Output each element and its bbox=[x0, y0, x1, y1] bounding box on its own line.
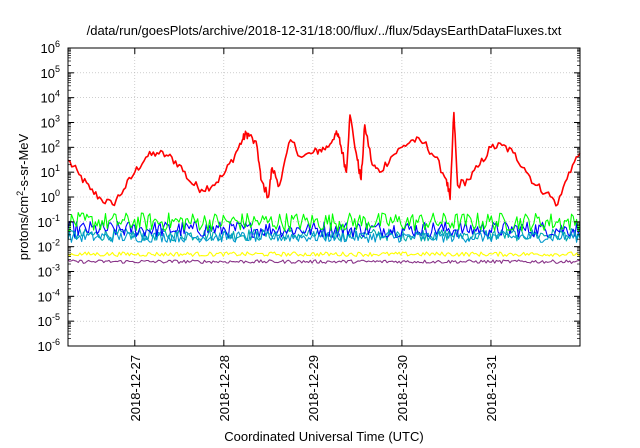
y-tick-exponent: -3 bbox=[52, 263, 60, 273]
y-tick-label: 103 bbox=[41, 114, 60, 131]
y-tick-exponent: -1 bbox=[52, 213, 60, 223]
y-tick-exponent: 2 bbox=[55, 138, 60, 148]
y-tick-base: 10 bbox=[41, 66, 55, 81]
y-tick-base: 10 bbox=[38, 289, 52, 304]
y-tick-base: 10 bbox=[38, 265, 52, 280]
y-tick-base: 10 bbox=[38, 314, 52, 329]
y-tick-exponent: -4 bbox=[52, 287, 60, 297]
grid-lines bbox=[68, 47, 580, 347]
series-line-6 bbox=[67, 259, 581, 264]
y-tick-base: 10 bbox=[41, 41, 55, 56]
y-tick-exponent: 3 bbox=[55, 114, 60, 124]
y-tick-base: 10 bbox=[41, 116, 55, 131]
y-tick-exponent: 0 bbox=[55, 188, 60, 198]
y-tick-exponent: -2 bbox=[52, 238, 60, 248]
y-tick-label: 10-5 bbox=[38, 312, 60, 329]
y-tick-label: 105 bbox=[41, 64, 60, 81]
y-tick-base: 10 bbox=[38, 215, 52, 230]
x-tick-label: 2018-12-30 bbox=[395, 355, 410, 422]
y-axis-title: protons/cm2-s-sr-MeV bbox=[15, 133, 31, 260]
y-tick-label: 106 bbox=[41, 39, 60, 56]
y-tick-exponent: -5 bbox=[52, 312, 60, 322]
y-tick-label: 10-3 bbox=[38, 263, 60, 280]
y-axis-ticks: 10-610-510-410-310-210-11001011021031041… bbox=[38, 39, 580, 354]
x-axis-ticks: 2018-12-27 2018-12-28 2018-12-29 2018-12-30… bbox=[128, 48, 499, 422]
y-tick-label: 10-4 bbox=[38, 287, 60, 304]
y-tick-exponent: 1 bbox=[55, 163, 60, 173]
data-series bbox=[67, 111, 581, 264]
x-tick-label: 2018-12-31 bbox=[484, 355, 499, 422]
y-tick-label: 101 bbox=[41, 163, 60, 180]
y-tick-base: 10 bbox=[41, 140, 55, 155]
y-axis-title-prefix: protons/cm bbox=[16, 196, 31, 260]
y-tick-label: 104 bbox=[41, 89, 60, 106]
x-axis-title: Coordinated Universal Time (UTC) bbox=[224, 429, 423, 444]
series-line-0 bbox=[67, 111, 581, 207]
y-axis-title-suffix: -s-sr-MeV bbox=[16, 133, 31, 190]
y-tick-base: 10 bbox=[41, 91, 55, 106]
y-tick-exponent: 4 bbox=[55, 89, 60, 99]
y-tick-exponent: 5 bbox=[55, 64, 60, 74]
x-tick-label: 2018-12-28 bbox=[217, 355, 232, 422]
x-tick-label: 2018-12-29 bbox=[306, 355, 321, 422]
y-tick-label: 10-6 bbox=[38, 337, 60, 354]
series-line-1 bbox=[67, 212, 581, 232]
y-tick-exponent: 6 bbox=[55, 39, 60, 49]
x-tick-label: 2018-12-27 bbox=[128, 355, 143, 422]
series-line-5 bbox=[67, 251, 581, 257]
series-line-2 bbox=[67, 220, 581, 238]
chart-title: /data/run/goesPlots/archive/2018-12-31/1… bbox=[87, 23, 562, 38]
y-axis-title-sup: 2 bbox=[15, 191, 25, 196]
y-tick-label: 10-2 bbox=[38, 238, 60, 255]
y-tick-base: 10 bbox=[38, 240, 52, 255]
series-line-4 bbox=[67, 230, 581, 243]
y-tick-base: 10 bbox=[41, 165, 55, 180]
y-tick-exponent: -6 bbox=[52, 337, 60, 347]
y-tick-label: 102 bbox=[41, 138, 60, 155]
y-tick-label: 100 bbox=[41, 188, 60, 205]
y-tick-base: 10 bbox=[41, 190, 55, 205]
y-tick-base: 10 bbox=[38, 339, 52, 354]
y-tick-label: 10-1 bbox=[38, 213, 60, 230]
